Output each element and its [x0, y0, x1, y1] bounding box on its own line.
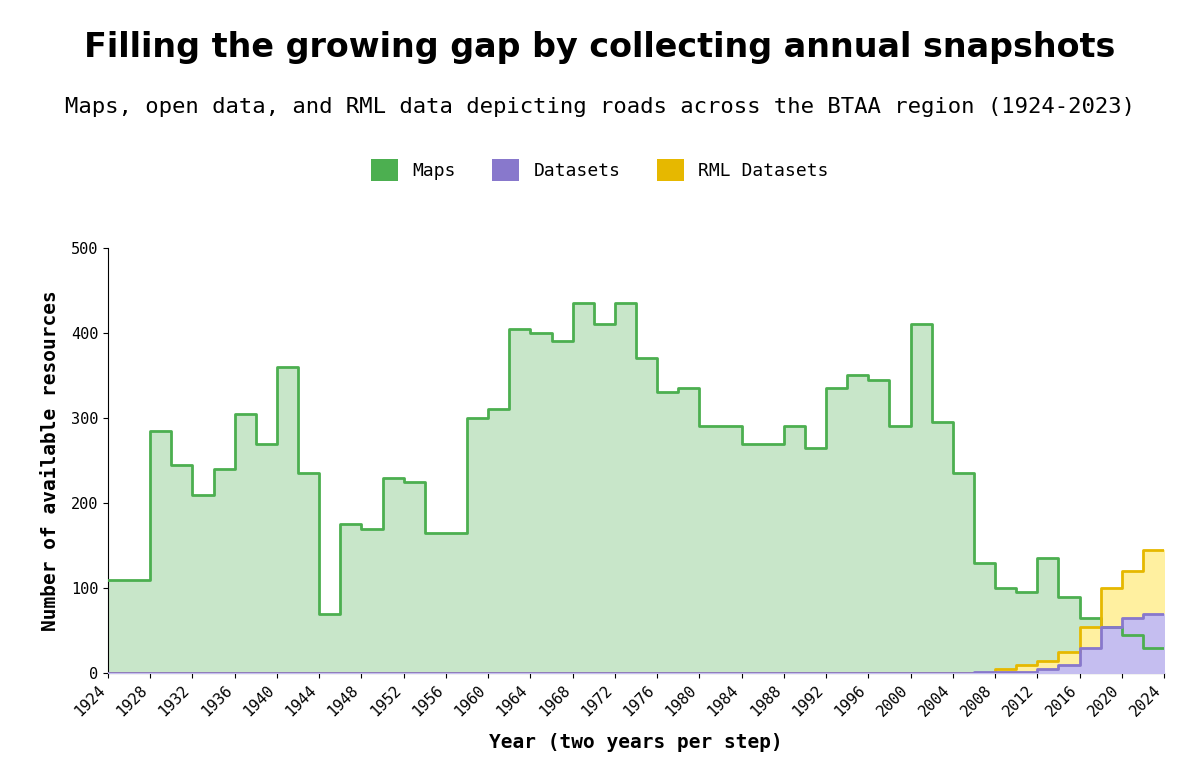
Text: Maps, open data, and RML data depicting roads across the BTAA region (1924-2023): Maps, open data, and RML data depicting …	[65, 97, 1135, 117]
X-axis label: Year (two years per step): Year (two years per step)	[490, 734, 782, 752]
Y-axis label: Number of available resources: Number of available resources	[41, 290, 60, 631]
Text: Filling the growing gap by collecting annual snapshots: Filling the growing gap by collecting an…	[84, 31, 1116, 64]
Legend: Maps, Datasets, RML Datasets: Maps, Datasets, RML Datasets	[364, 152, 836, 189]
